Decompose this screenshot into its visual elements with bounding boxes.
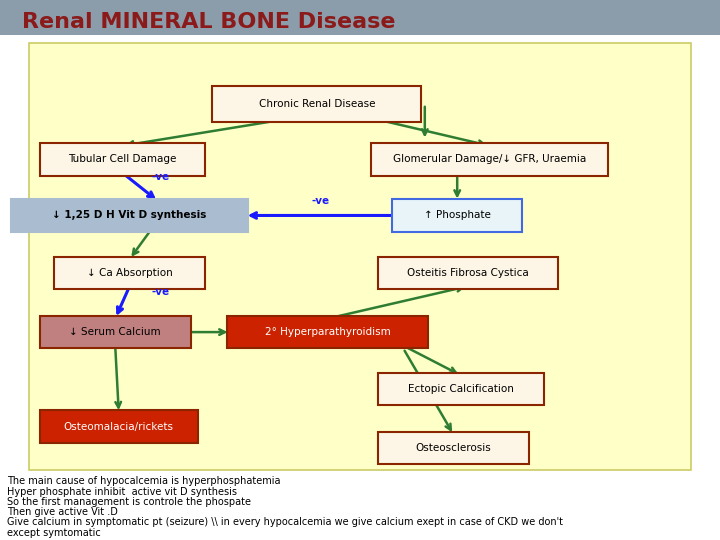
Text: 2° Hyperparathyroidism: 2° Hyperparathyroidism [265,327,390,337]
FancyBboxPatch shape [29,43,691,470]
Text: ↓ Serum Calcium: ↓ Serum Calcium [69,327,161,337]
Text: except symtomatic: except symtomatic [7,528,101,538]
FancyBboxPatch shape [378,432,529,464]
Text: -ve: -ve [311,195,330,206]
FancyBboxPatch shape [378,256,558,289]
FancyBboxPatch shape [378,373,544,405]
Text: The main cause of hypocalcemia is hyperphosphatemia: The main cause of hypocalcemia is hyperp… [7,476,281,487]
Text: Glomerular Damage/↓ GFR, Uraemia: Glomerular Damage/↓ GFR, Uraemia [393,154,586,164]
Text: Ectopic Calcification: Ectopic Calcification [408,384,514,394]
FancyBboxPatch shape [40,143,205,176]
Text: ↓ Ca Absorption: ↓ Ca Absorption [86,268,173,278]
Text: ↑ Phosphate: ↑ Phosphate [424,211,490,220]
FancyBboxPatch shape [0,35,720,540]
Text: Then give active Vit .D: Then give active Vit .D [7,507,118,517]
FancyBboxPatch shape [227,316,428,348]
Text: Osteomalacia/rickets: Osteomalacia/rickets [64,422,174,431]
Text: Osteosclerosis: Osteosclerosis [415,443,492,453]
Text: -ve: -ve [151,172,169,181]
FancyBboxPatch shape [212,86,421,122]
FancyBboxPatch shape [54,256,205,289]
Text: Hyper phosphate inhibit  active vit D synthesis: Hyper phosphate inhibit active vit D syn… [7,487,237,497]
Text: Tubular Cell Damage: Tubular Cell Damage [68,154,176,164]
FancyBboxPatch shape [40,316,191,348]
FancyBboxPatch shape [392,199,522,232]
Text: ↓ 1,25 D H Vit D synthesis: ↓ 1,25 D H Vit D synthesis [53,211,207,220]
Text: So the first management is controle the phospate: So the first management is controle the … [7,497,251,507]
Text: Osteitis Fibrosa Cystica: Osteitis Fibrosa Cystica [407,268,529,278]
Text: Chronic Renal Disease: Chronic Renal Disease [258,99,375,109]
Text: Renal MINERAL BONE Disease: Renal MINERAL BONE Disease [22,11,395,32]
FancyBboxPatch shape [11,199,248,232]
FancyBboxPatch shape [371,143,608,176]
FancyBboxPatch shape [0,0,720,35]
Text: -ve: -ve [151,287,169,297]
FancyBboxPatch shape [40,410,198,443]
Text: Give calcium in symptomatic pt (seizure) \\ in every hypocalcemia we give calciu: Give calcium in symptomatic pt (seizure)… [7,517,563,528]
